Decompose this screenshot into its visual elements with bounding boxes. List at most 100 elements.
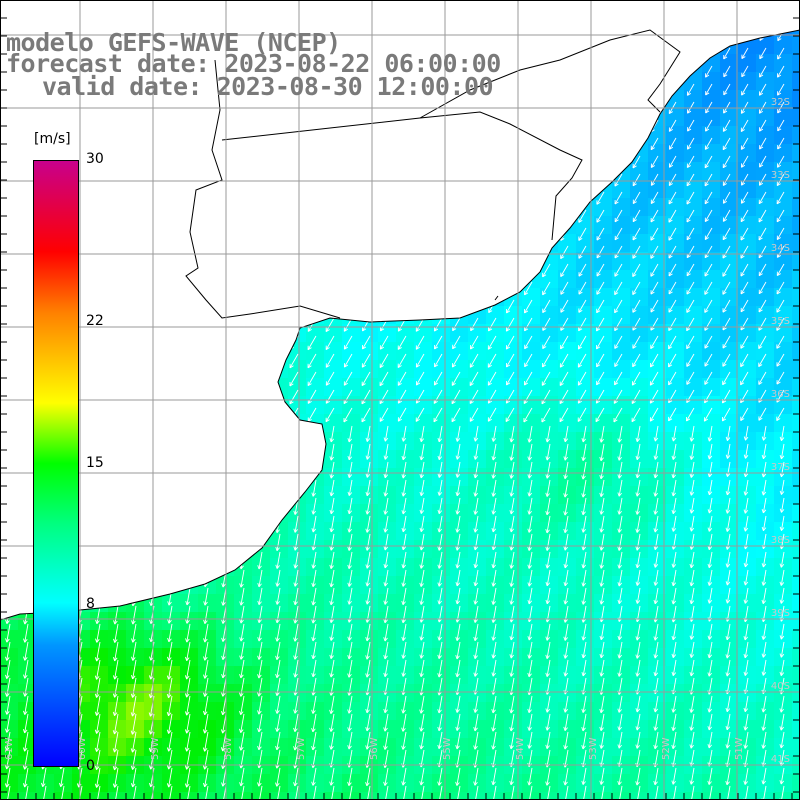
- wind-speed-cell: [720, 144, 739, 163]
- wind-speed-cell: [738, 702, 757, 721]
- wind-speed-cell: [612, 540, 631, 559]
- wind-speed-cell: [594, 378, 613, 397]
- wind-speed-cell: [288, 540, 307, 559]
- wind-speed-cell: [108, 720, 127, 739]
- wind-speed-cell: [702, 252, 721, 271]
- wind-speed-cell: [774, 612, 793, 631]
- wind-speed-cell: [396, 576, 415, 595]
- wind-speed-cell: [414, 414, 433, 433]
- wind-speed-cell: [666, 612, 685, 631]
- wind-speed-cell: [486, 306, 505, 325]
- wind-speed-cell: [486, 630, 505, 649]
- wind-speed-cell: [378, 558, 397, 577]
- longitude-label: 53W: [588, 737, 599, 760]
- wind-speed-cell: [450, 396, 469, 415]
- wind-speed-cell: [684, 108, 703, 127]
- wind-speed-cell: [540, 648, 559, 667]
- wind-speed-cell: [702, 738, 721, 757]
- wind-speed-cell: [414, 738, 433, 757]
- wind-speed-cell: [306, 594, 325, 613]
- wind-speed-cell: [72, 792, 91, 800]
- wind-speed-cell: [720, 270, 739, 289]
- wind-speed-cell: [486, 396, 505, 415]
- wind-speed-cell: [540, 306, 559, 325]
- wind-speed-cell: [792, 234, 800, 253]
- wind-speed-cell: [774, 648, 793, 667]
- wind-speed-cell: [684, 378, 703, 397]
- wind-speed-cell: [360, 702, 379, 721]
- longitude-label: 58W: [223, 737, 234, 760]
- wind-speed-cell: [558, 450, 577, 469]
- wind-speed-cell: [378, 324, 397, 343]
- wind-speed-cell: [630, 180, 649, 199]
- wind-speed-cell: [288, 594, 307, 613]
- wind-speed-cell: [324, 792, 343, 800]
- wind-speed-cell: [684, 486, 703, 505]
- wind-speed-cell: [738, 666, 757, 685]
- wind-speed-cell: [378, 522, 397, 541]
- wind-speed-cell: [684, 684, 703, 703]
- wind-speed-cell: [738, 594, 757, 613]
- wind-speed-cell: [360, 612, 379, 631]
- wind-speed-cell: [216, 738, 235, 757]
- wind-speed-cell: [738, 630, 757, 649]
- wind-speed-cell: [378, 648, 397, 667]
- wind-speed-cell: [216, 576, 235, 595]
- wind-speed-cell: [648, 648, 667, 667]
- wind-speed-cell: [468, 378, 487, 397]
- wind-speed-cell: [18, 792, 37, 800]
- wind-speed-cell: [198, 702, 217, 721]
- wind-speed-cell: [630, 450, 649, 469]
- wind-speed-cell: [612, 270, 631, 289]
- wind-speed-cell: [360, 792, 379, 800]
- wind-speed-cell: [234, 594, 253, 613]
- wind-speed-cell: [324, 522, 343, 541]
- wind-speed-cell: [594, 720, 613, 739]
- wind-speed-cell: [576, 684, 595, 703]
- wind-speed-cell: [792, 504, 800, 523]
- wind-speed-cell: [360, 360, 379, 379]
- wind-speed-cell: [522, 504, 541, 523]
- wind-speed-cell: [576, 558, 595, 577]
- wind-speed-cell: [774, 576, 793, 595]
- wind-speed-cell: [90, 666, 109, 685]
- wind-speed-cell: [594, 558, 613, 577]
- wind-speed-cell: [684, 342, 703, 361]
- wind-speed-cell: [630, 630, 649, 649]
- wind-speed-cell: [0, 648, 19, 667]
- wind-speed-cell: [612, 558, 631, 577]
- map-title-valid-date: valid date: 2023-08-30 12:00:00: [42, 72, 494, 101]
- wind-speed-cell: [558, 558, 577, 577]
- wind-speed-cell: [630, 414, 649, 433]
- wind-speed-cell: [432, 414, 451, 433]
- wind-speed-cell: [738, 540, 757, 559]
- wind-speed-cell: [342, 594, 361, 613]
- wind-speed-cell: [738, 522, 757, 541]
- wind-speed-cell: [756, 126, 775, 145]
- wind-speed-cell: [684, 90, 703, 109]
- wind-speed-cell: [774, 792, 793, 800]
- wind-speed-cell: [612, 180, 631, 199]
- wind-speed-cell: [756, 450, 775, 469]
- wind-speed-cell: [576, 342, 595, 361]
- wind-speed-cell: [306, 576, 325, 595]
- wind-speed-cell: [774, 540, 793, 559]
- wind-speed-cell: [342, 360, 361, 379]
- wind-speed-cell: [90, 702, 109, 721]
- wind-speed-cell: [792, 792, 800, 800]
- wind-speed-cell: [666, 324, 685, 343]
- wind-speed-cell: [720, 558, 739, 577]
- wind-speed-cell: [396, 702, 415, 721]
- wind-speed-cell: [738, 396, 757, 415]
- wind-speed-cell: [630, 198, 649, 217]
- wind-speed-cell: [180, 594, 199, 613]
- wind-speed-cell: [684, 540, 703, 559]
- wind-speed-cell: [684, 576, 703, 595]
- wind-speed-cell: [486, 522, 505, 541]
- wind-speed-cell: [306, 342, 325, 361]
- wind-speed-cell: [792, 720, 800, 739]
- wind-speed-cell: [468, 486, 487, 505]
- wind-speed-cell: [792, 630, 800, 649]
- wind-speed-cell: [414, 522, 433, 541]
- wind-speed-cell: [558, 360, 577, 379]
